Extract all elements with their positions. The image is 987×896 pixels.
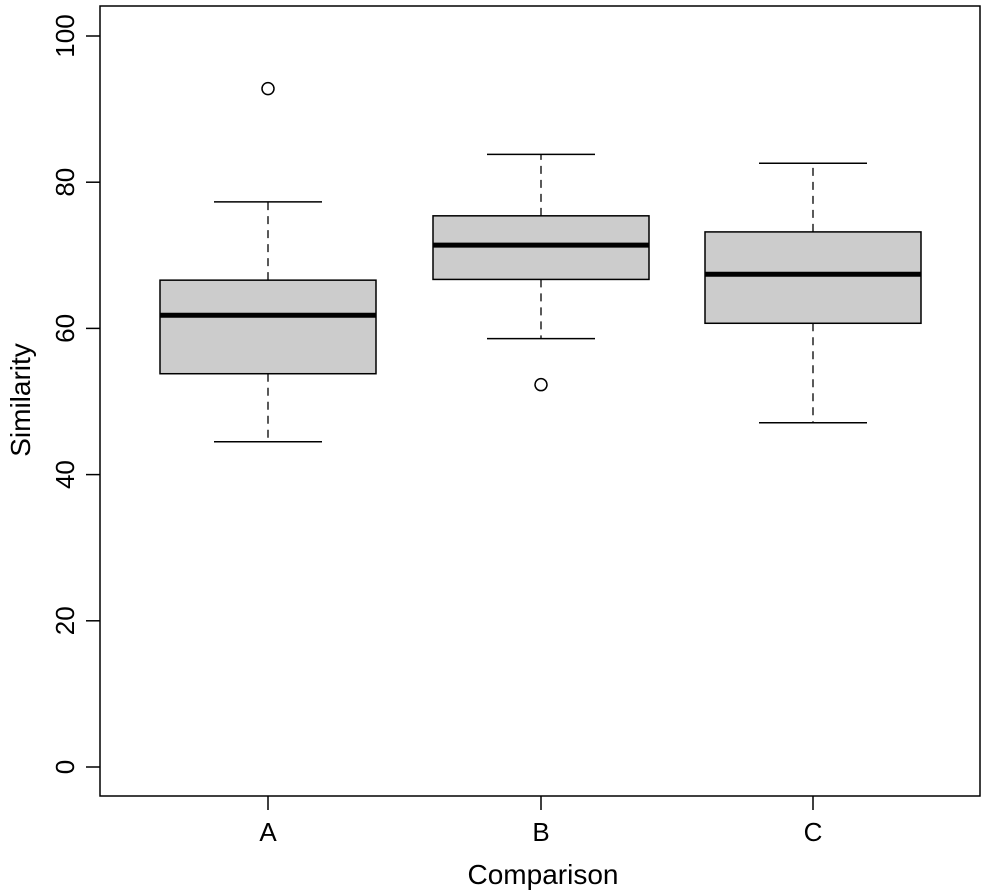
outlier-B-0 <box>534 377 548 392</box>
y-tick-label-80: 80 <box>50 168 80 197</box>
y-tick-label-40: 40 <box>50 460 80 489</box>
y-tick-label-100: 100 <box>50 14 80 57</box>
iqr-box-B <box>432 215 650 281</box>
x-tick-label-C: C <box>804 817 823 847</box>
y-axis: 0 20 40 60 80 100 <box>50 14 100 774</box>
x-tick-label-B: B <box>532 817 549 847</box>
iqr-box-A <box>159 279 377 375</box>
iqr-box-C <box>704 231 922 325</box>
y-tick-label-20: 20 <box>50 606 80 635</box>
plot-frame <box>99 5 981 797</box>
box-A <box>159 81 377 443</box>
y-tick-label-60: 60 <box>50 314 80 343</box>
outlier-A-0 <box>261 81 275 96</box>
box-C <box>704 162 922 424</box>
x-axis: A B C <box>259 796 822 847</box>
boxes <box>159 81 922 443</box>
y-tick-label-0: 0 <box>50 760 80 774</box>
y-axis-title: Similarity <box>5 343 36 457</box>
box-B <box>432 153 650 392</box>
x-axis-title: Comparison <box>468 859 619 890</box>
x-tick-label-A: A <box>259 817 277 847</box>
